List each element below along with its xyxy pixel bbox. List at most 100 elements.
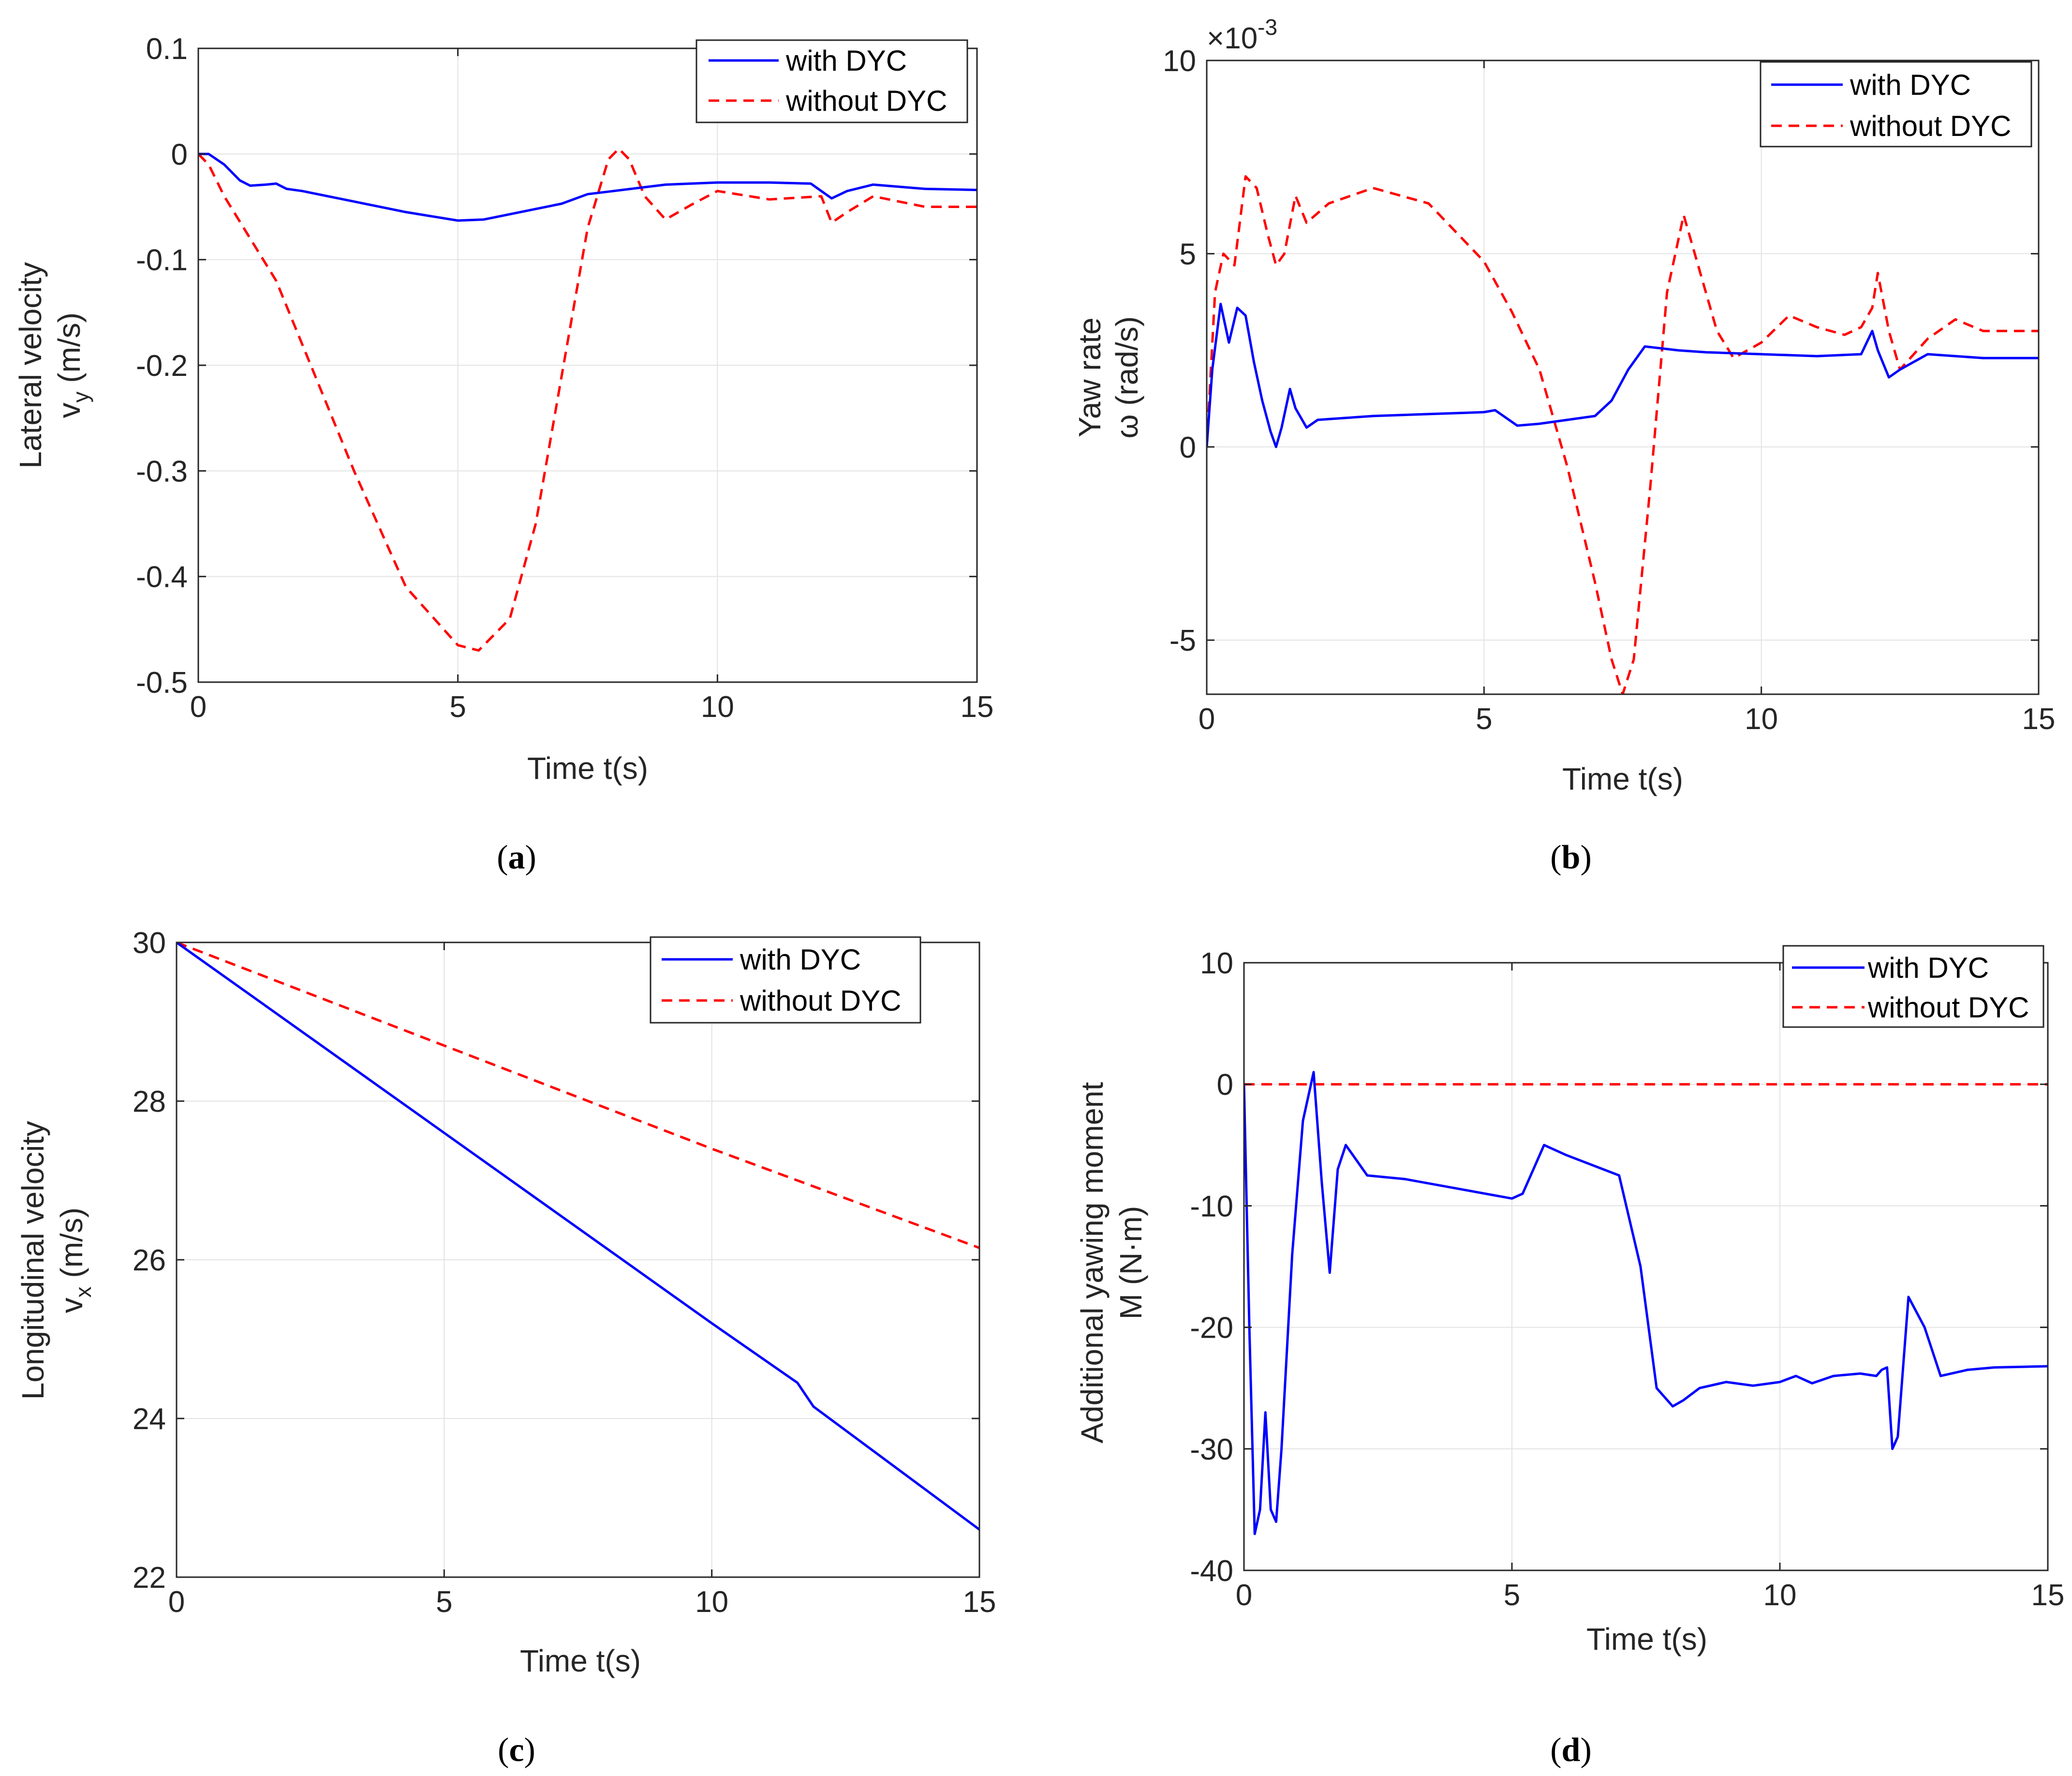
x-tick-label: 15 (961, 690, 994, 724)
panel-b-axes-box (1206, 60, 2040, 695)
panel-c-xlabel: Time t(s) (520, 1643, 641, 1678)
panel-c-ylabel-subscript: x (71, 1286, 96, 1298)
panel-c-caption-letter: c (509, 1731, 524, 1769)
x-tick-label: 5 (1504, 1579, 1520, 1612)
x-tick-label: 0 (168, 1585, 185, 1619)
y-tick-label: 0 (1217, 1068, 1233, 1102)
y-tick-label: 26 (133, 1244, 166, 1277)
panel-a-ylabel-line1: Lateral velocity (13, 262, 48, 469)
panel-d-caption-letter: d (1562, 1731, 1581, 1769)
panel-a-legend-with-label: with DYC (785, 45, 907, 77)
panel-b-grid (1206, 60, 2039, 694)
panel-b-exponent-power: -3 (1258, 15, 1277, 40)
panel-a-legend: with DYC without DYC (696, 39, 968, 123)
panel-a-grid (198, 48, 977, 683)
panel-a-xlabel: Time t(s) (527, 751, 648, 786)
panel-c-caption: (c) (498, 1731, 535, 1769)
panel-a-series (198, 147, 977, 652)
panel-d-caption: (d) (1550, 1731, 1592, 1769)
panel-c-ticks: 0 5 10 15 22 24 26 28 30 (133, 926, 996, 1619)
panel-b-series (1207, 175, 2039, 694)
panel-a-legend-without-label: without DYC (785, 85, 947, 117)
y-tick-label: -0.3 (136, 455, 188, 488)
panel-d-xlabel: Time t(s) (1586, 1622, 1707, 1657)
y-tick-label: -0.2 (136, 349, 188, 383)
panel-c-series (177, 942, 979, 1531)
panel-b-ticks: 0 5 10 15 -5 0 5 10 (1163, 45, 2055, 736)
x-tick-label: 15 (2022, 702, 2056, 736)
series-without-dyc-line (198, 147, 977, 652)
panel-d-ylabel-line2: M (N·m) (1113, 1206, 1148, 1320)
panel-d-ticks: 0 5 10 15 -40 -30 -20 -10 0 10 (1190, 947, 2064, 1612)
panel-d: 0 5 10 15 -40 -30 -20 -10 0 10 Time t(s) Addition… (1075, 945, 2064, 1769)
panel-b-caption: (b) (1550, 839, 1592, 876)
x-tick-label: 0 (190, 690, 207, 724)
panel-c-grid (176, 942, 980, 1578)
series-without-dyc-line (1207, 175, 2039, 694)
y-tick-label: 0 (1180, 431, 1196, 464)
x-tick-label: 10 (695, 1585, 728, 1619)
x-tick-label: 15 (2031, 1579, 2065, 1612)
panel-c-legend: with DYC without DYC (650, 936, 921, 1024)
panel-c-ylabel-line1: Longitudinal velocity (15, 1121, 50, 1400)
y-tick-label: 10 (1200, 947, 1233, 980)
y-tick-label: 24 (133, 1403, 166, 1436)
panel-b-caption-letter: b (1562, 839, 1581, 876)
panel-b-legend: with DYC without DYC (1760, 61, 2032, 148)
panel-b: 0 5 10 15 -5 0 5 10 ×10-3 Time t(s) Yaw rate ω … (1072, 15, 2055, 876)
panel-d-legend: with DYC without DYC (1782, 945, 2044, 1028)
y-tick-label: 30 (133, 926, 166, 960)
panel-c-legend-with-label: with DYC (740, 943, 861, 976)
panel-a-ticks: 0 5 10 15 -0.5 -0.4 -0.3 -0.2 -0.1 0 0.1 (136, 32, 993, 724)
panel-d-ylabel-line1: Additional yawing moment (1075, 1082, 1110, 1443)
panel-b-xlabel: Time t(s) (1562, 761, 1683, 796)
panel-d-series (1244, 1071, 2048, 1536)
y-tick-label: -0.5 (136, 666, 188, 700)
x-tick-label: 5 (1476, 702, 1492, 736)
x-tick-label: 0 (1236, 1579, 1252, 1612)
panel-d-legend-without-label: without DYC (1867, 991, 2029, 1024)
panel-b-legend-without-label: without DYC (1850, 110, 2011, 142)
series-with-dyc-line (1207, 302, 2039, 448)
x-tick-label: 5 (436, 1585, 452, 1619)
panel-a-caption: (a) (497, 839, 536, 876)
panel-c-legend-without-label: without DYC (740, 985, 901, 1017)
panel-b-ylabel-line1: Yaw rate (1072, 317, 1107, 437)
y-tick-label: -10 (1190, 1190, 1233, 1223)
series-with-dyc-line (198, 152, 977, 222)
panel-c-ylabel-symbol: v (54, 1298, 89, 1313)
panel-d-legend-with-label: with DYC (1867, 952, 1989, 984)
y-tick-label: -5 (1169, 624, 1196, 657)
panel-c-legend-box (650, 936, 921, 1024)
series-without-dyc-line (177, 942, 979, 1249)
y-tick-label: 28 (133, 1085, 166, 1119)
x-tick-label: 10 (1763, 1579, 1797, 1612)
y-tick-label: -0.4 (136, 561, 188, 594)
y-tick-label: 10 (1163, 45, 1196, 78)
panel-d-legend-box (1782, 945, 2044, 1028)
y-tick-label: 0.1 (146, 32, 188, 66)
panel-a-caption-letter: a (508, 839, 525, 876)
x-tick-label: 15 (963, 1585, 996, 1619)
panel-a-ylabel: Lateral velocity (13, 262, 48, 469)
panel-a-ylabel-var: vy (m/s) (52, 313, 93, 418)
y-tick-label: -20 (1190, 1312, 1233, 1345)
series-with-dyc-line (177, 942, 979, 1531)
y-tick-label: 0 (171, 138, 188, 171)
panel-b-ylabel-line2: ω (rad/s) (1110, 316, 1144, 439)
y-tick-label: 22 (133, 1561, 166, 1595)
panel-d-axes-box (1243, 962, 2049, 1571)
panel-a-ylabel-subscript: y (68, 391, 93, 403)
y-tick-label: 5 (1180, 238, 1196, 271)
panel-d-grid (1243, 962, 2048, 1571)
panel-a-legend-box (696, 39, 968, 123)
panel-a-ylabel-symbol: v (52, 403, 87, 418)
panel-c-ylabel-var: vx (m/s) (54, 1208, 96, 1313)
panel-b-legend-with-label: with DYC (1850, 69, 1971, 101)
x-tick-label: 5 (449, 690, 466, 724)
panel-a-ylabel-unit: (m/s) (52, 313, 87, 392)
panel-b-exponent: ×10-3 (1207, 15, 1277, 55)
panel-c-ylabel-unit: (m/s) (54, 1208, 89, 1287)
y-tick-label: -40 (1190, 1554, 1233, 1588)
